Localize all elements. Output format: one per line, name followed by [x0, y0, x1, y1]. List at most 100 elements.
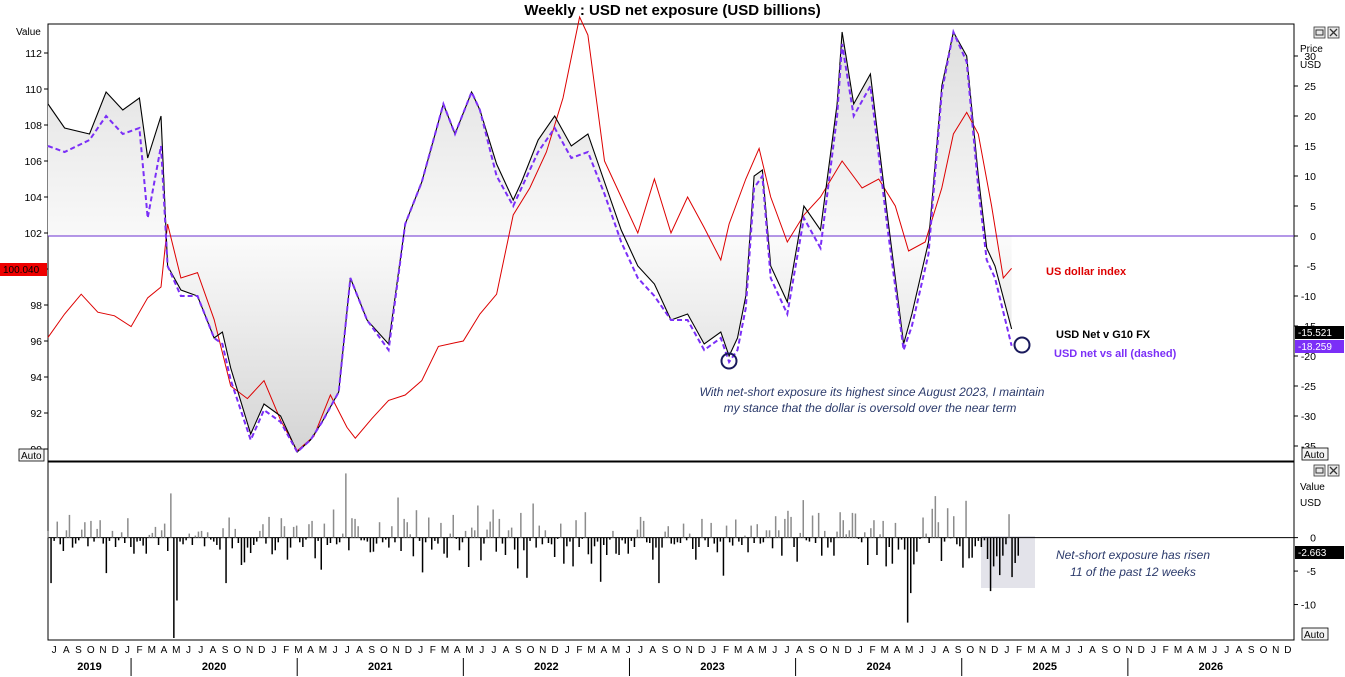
weekly-change-bar [642, 520, 645, 538]
weekly-change-bar [793, 537, 795, 547]
weekly-change-bar [520, 512, 522, 538]
weekly-change-bar [357, 526, 359, 538]
left-tick-label: 108 [24, 120, 42, 132]
main-panel-minimize-button[interactable] [1313, 26, 1326, 39]
weekly-change-bar [1002, 537, 1004, 556]
weekly-change-bar [148, 534, 151, 538]
weekly-change-bar [142, 537, 144, 546]
auto-button-lower[interactable]: Auto [1301, 627, 1329, 641]
right-axis-title-1: Price [1300, 44, 1323, 55]
weekly-change-bar [731, 537, 734, 546]
dxy-line[interactable] [47, 15, 1012, 452]
weekly-change-bar [1017, 537, 1019, 556]
weekly-change-bars [47, 473, 1019, 638]
weekly-change-bar [860, 537, 863, 543]
weekly-change-bar [882, 520, 884, 538]
weekly-change-bar [980, 537, 983, 547]
weekly-change-bar [292, 526, 295, 538]
weekly-change-bar [839, 512, 841, 538]
month-label: A [503, 645, 510, 656]
g10-value-text: -15.521 [1298, 328, 1332, 339]
weekly-change-bar [424, 537, 427, 543]
weekly-change-bar [1008, 514, 1010, 538]
weekly-change-bar [778, 530, 780, 538]
month-label: J [1004, 645, 1009, 656]
month-label: F [1016, 645, 1022, 656]
month-label: D [844, 645, 851, 656]
month-label: O [87, 645, 95, 656]
month-label: N [832, 645, 839, 656]
weekly-change-bar [965, 500, 967, 538]
month-label: A [1040, 645, 1047, 656]
weekly-change-bar [864, 532, 866, 538]
lower-tick-label: 0 [1310, 533, 1316, 545]
weekly-change-bar [685, 537, 688, 541]
month-label: D [991, 645, 998, 656]
weekly-change-bar [750, 525, 752, 538]
weekly-change-bar [510, 527, 513, 538]
lower-panel-close-icon[interactable] [1327, 464, 1340, 477]
weekly-change-bar [624, 537, 626, 544]
usd-net-all-line[interactable] [47, 28, 1013, 454]
legend-all: USD net vs all (dashed) [1054, 348, 1177, 360]
month-label: O [1113, 645, 1121, 656]
weekly-change-bar [535, 537, 537, 548]
weekly-change-bar [814, 537, 817, 543]
main-panel-close-icon[interactable] [1327, 26, 1340, 39]
weekly-change-bar [900, 537, 903, 540]
auto-button-left[interactable]: Auto [18, 448, 45, 462]
weekly-change-bar [145, 537, 147, 554]
weekly-change-bar [295, 525, 298, 538]
weekly-change-bar [968, 537, 970, 559]
weekly-change-bar [842, 520, 844, 538]
weekly-change-bar [154, 526, 157, 538]
weekly-change-bar [160, 530, 163, 538]
weekly-change-bar [124, 537, 126, 543]
weekly-change-bar [833, 537, 835, 556]
weekly-change-bar [556, 537, 559, 539]
lower-panel-minimize-button[interactable] [1313, 464, 1326, 477]
weekly-change-bar [206, 532, 209, 538]
month-label: O [673, 645, 681, 656]
weekly-change-bar [526, 537, 528, 578]
weekly-change-bar [286, 537, 289, 560]
weekly-change-bar [200, 530, 203, 538]
weekly-change-bar [348, 537, 350, 551]
weekly-change-bar [949, 537, 952, 539]
weekly-change-bar [354, 518, 356, 538]
weekly-change-bar [550, 537, 553, 545]
all-value-badge: -18.259 [1295, 340, 1344, 353]
weekly-change-bar [517, 537, 519, 569]
weekly-change-bar [581, 537, 583, 539]
month-label: F [1163, 645, 1169, 656]
weekly-change-bar [139, 537, 141, 541]
weekly-change-bar [213, 537, 215, 542]
auto-button-right[interactable]: Auto [1301, 447, 1329, 461]
usd-net-g10-line[interactable] [47, 30, 1013, 453]
weekly-change-bar [133, 537, 135, 554]
weekly-change-bar [805, 537, 808, 541]
weekly-change-bar [480, 537, 482, 561]
weekly-change-bar [280, 518, 283, 538]
month-label: F [870, 645, 876, 656]
weekly-change-bar [71, 537, 74, 548]
weekly-change-bar [474, 530, 476, 538]
year-label: 2022 [534, 661, 558, 673]
weekly-change-bar [824, 530, 826, 538]
weekly-change-bar [308, 524, 310, 538]
month-label: N [246, 645, 253, 656]
weekly-change-bar [808, 537, 811, 542]
weekly-change-bar [157, 537, 160, 545]
month-label: S [808, 645, 815, 656]
weekly-change-bar [630, 537, 633, 541]
lower-axis-title-2: USD [1300, 498, 1321, 509]
annotation-main-line1: With net-short exposure its highest sinc… [700, 385, 1045, 399]
weekly-change-bar [566, 537, 568, 547]
weekly-change-bar [596, 537, 599, 542]
weekly-change-bar [762, 537, 765, 543]
weekly-change-bar [790, 516, 792, 538]
month-label: S [515, 645, 522, 656]
month-label: J [479, 645, 484, 656]
weekly-change-bar [65, 530, 68, 538]
